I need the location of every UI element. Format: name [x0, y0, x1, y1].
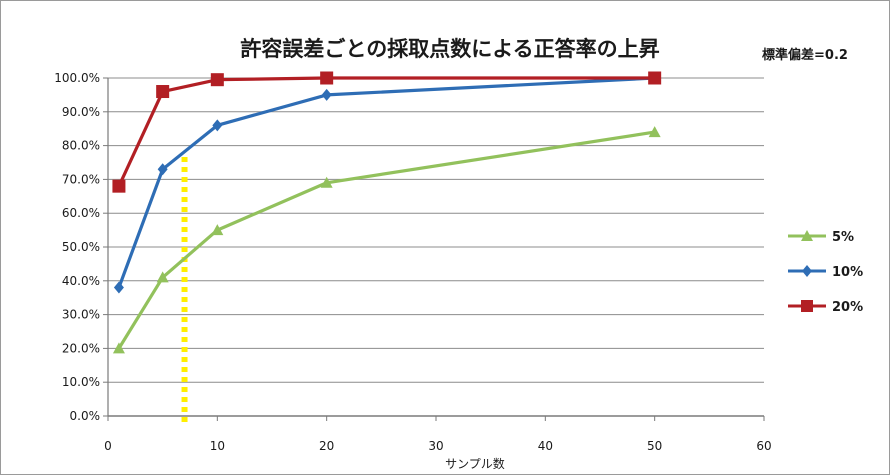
data-point	[156, 271, 169, 283]
data-point	[648, 126, 661, 138]
legend: 5% 10% 20%	[788, 230, 863, 315]
legend-item-10%: 10%	[788, 265, 863, 280]
x-tick-label: 50	[647, 439, 662, 453]
chart-title: 許容誤差ごとの採取点数による正答率の上昇	[240, 37, 659, 61]
data-point	[211, 224, 224, 236]
x-tick-label: 10	[210, 439, 225, 453]
y-tick-label: 40.0%	[62, 274, 100, 288]
x-axis-ticks: 0 10 20 30 40 50 60	[104, 416, 772, 453]
y-tick-label: 0.0%	[70, 409, 101, 423]
series-20%	[112, 71, 662, 193]
x-axis-label: サンプル数	[445, 456, 505, 471]
y-tick-label: 30.0%	[62, 308, 100, 322]
data-point	[156, 85, 170, 99]
series-line	[117, 76, 655, 289]
x-tick-label: 0	[104, 439, 112, 453]
y-tick-label: 10.0%	[62, 375, 100, 389]
data-point	[212, 119, 223, 132]
y-tick-label: 80.0%	[62, 139, 100, 153]
y-tick-label: 100.0%	[54, 71, 100, 85]
data-point	[210, 73, 224, 87]
data-point	[157, 163, 168, 176]
y-tick-label: 70.0%	[62, 172, 100, 186]
y-tick-label: 60.0%	[62, 206, 100, 220]
chart-subtitle: 標準偏差=0.2	[762, 47, 848, 63]
data-point	[113, 281, 124, 294]
series-line	[117, 130, 655, 350]
legend-marker	[801, 300, 813, 312]
y-tick-label: 20.0%	[62, 341, 100, 355]
data-point	[320, 176, 333, 188]
y-tick-label: 50.0%	[62, 240, 100, 254]
legend-marker	[802, 265, 812, 277]
x-tick-label: 60	[756, 439, 771, 453]
legend-marker	[801, 230, 813, 241]
data-point	[320, 71, 334, 85]
x-tick-label: 30	[428, 439, 443, 453]
legend-label: 10%	[832, 265, 863, 280]
y-tick-label: 90.0%	[62, 105, 100, 119]
data-point	[321, 88, 332, 101]
legend-label: 20%	[832, 300, 863, 315]
legend-item-20%: 20%	[788, 300, 863, 315]
gridlines	[107, 77, 764, 417]
series-line	[117, 76, 655, 187]
y-axis-ticks: 0.0% 10.0% 20.0% 30.0% 40.0% 50.0% 60.0% 70.0% 8…	[54, 71, 108, 423]
data-point	[112, 342, 125, 354]
legend-label: 5%	[832, 230, 854, 245]
series-10%	[113, 72, 660, 294]
data-point	[112, 179, 126, 193]
series-5%	[112, 126, 661, 354]
legend-item-5%: 5%	[788, 230, 854, 245]
series-group	[112, 71, 662, 354]
x-tick-label: 40	[538, 439, 553, 453]
x-tick-label: 20	[319, 439, 334, 453]
data-point	[648, 71, 662, 85]
